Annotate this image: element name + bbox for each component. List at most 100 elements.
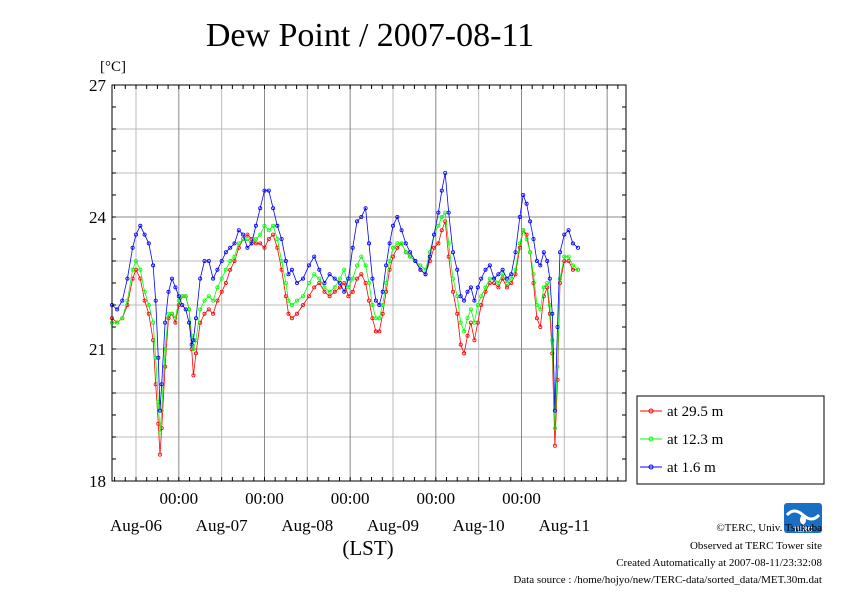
- data-point: [475, 285, 480, 290]
- data-point: [380, 289, 385, 294]
- x-time-label: 00:00: [331, 489, 370, 508]
- grid-lines: [112, 85, 626, 481]
- data-point: [487, 276, 492, 281]
- data-point: [156, 355, 161, 360]
- data-point: [366, 241, 371, 246]
- data-point: [253, 236, 258, 241]
- data-point: [130, 267, 135, 272]
- data-point: [534, 258, 539, 263]
- data-point: [306, 280, 311, 285]
- data-point: [350, 289, 355, 294]
- logo-text: TERC: [793, 527, 812, 534]
- data-point: [423, 267, 428, 272]
- data-point: [366, 298, 371, 303]
- data-point: [538, 324, 543, 329]
- data-point: [223, 280, 228, 285]
- data-point: [262, 223, 267, 228]
- x-time-label: 00:00: [159, 489, 198, 508]
- data-point: [232, 258, 237, 263]
- data-point: [202, 258, 207, 263]
- data-point: [390, 254, 395, 259]
- y-tick-label: 27: [89, 76, 107, 95]
- data-point: [547, 276, 552, 281]
- data-point: [163, 320, 168, 325]
- data-point: [138, 223, 143, 228]
- data-point: [262, 188, 267, 193]
- data-point: [279, 236, 284, 241]
- data-point: [492, 276, 497, 281]
- data-point: [534, 316, 539, 321]
- data-point: [286, 272, 291, 277]
- data-point: [450, 250, 455, 255]
- data-point: [206, 258, 211, 263]
- data-point: [133, 232, 138, 237]
- data-point: [479, 294, 484, 299]
- data-point: [300, 302, 305, 307]
- data-point: [130, 245, 135, 250]
- data-point: [450, 289, 455, 294]
- data-point: [458, 294, 463, 299]
- data-point: [253, 223, 258, 228]
- data-point: [528, 250, 533, 255]
- data-point: [266, 236, 271, 241]
- data-point: [286, 298, 291, 303]
- data-point: [354, 263, 359, 268]
- data-point: [294, 298, 299, 303]
- data-point: [483, 285, 488, 290]
- data-point: [245, 232, 250, 237]
- data-point: [202, 311, 207, 316]
- data-point: [541, 285, 546, 290]
- data-point: [151, 263, 156, 268]
- data-point: [289, 302, 294, 307]
- data-point: [300, 294, 305, 299]
- data-point: [125, 276, 130, 281]
- data-point: [359, 272, 364, 277]
- data-point: [215, 298, 220, 303]
- data-point: [513, 250, 518, 255]
- data-point: [215, 267, 220, 272]
- data-point: [294, 311, 299, 316]
- data-point: [249, 236, 254, 241]
- data-point: [513, 272, 518, 277]
- data-point: [403, 250, 408, 255]
- data-point: [390, 223, 395, 228]
- x-time-label: 00:00: [416, 489, 455, 508]
- x-day-label: Aug-10: [453, 516, 505, 535]
- data-point: [332, 276, 337, 281]
- data-point: [142, 298, 147, 303]
- data-point: [193, 351, 198, 356]
- data-point: [403, 241, 408, 246]
- data-point: [384, 280, 389, 285]
- data-point: [558, 250, 563, 255]
- data-point: [570, 241, 575, 246]
- data-point: [262, 245, 267, 250]
- data-point: [166, 289, 171, 294]
- data-point: [534, 302, 539, 307]
- data-point: [211, 311, 216, 316]
- data-point: [327, 289, 332, 294]
- data-point: [436, 210, 441, 215]
- logo-drop: [800, 513, 806, 525]
- data-point: [219, 258, 224, 263]
- data-point: [312, 285, 317, 290]
- data-point: [342, 280, 347, 285]
- data-point: [538, 307, 543, 312]
- data-point: [504, 276, 509, 281]
- data-point: [528, 219, 533, 224]
- data-point: [450, 276, 455, 281]
- data-point: [545, 280, 550, 285]
- data-point: [275, 236, 280, 241]
- data-point: [504, 280, 509, 285]
- legend-label: at 12.3 m: [667, 432, 724, 448]
- data-point: [146, 302, 151, 307]
- data-point: [354, 219, 359, 224]
- data-point: [202, 298, 207, 303]
- data-point: [312, 254, 317, 259]
- data-point: [258, 206, 263, 211]
- data-point: [266, 228, 271, 233]
- x-axis-label: (LST): [342, 536, 393, 560]
- x-day-label: Aug-08: [281, 516, 333, 535]
- data-point: [570, 263, 575, 268]
- legend-box: [636, 395, 825, 485]
- data-point: [133, 258, 138, 263]
